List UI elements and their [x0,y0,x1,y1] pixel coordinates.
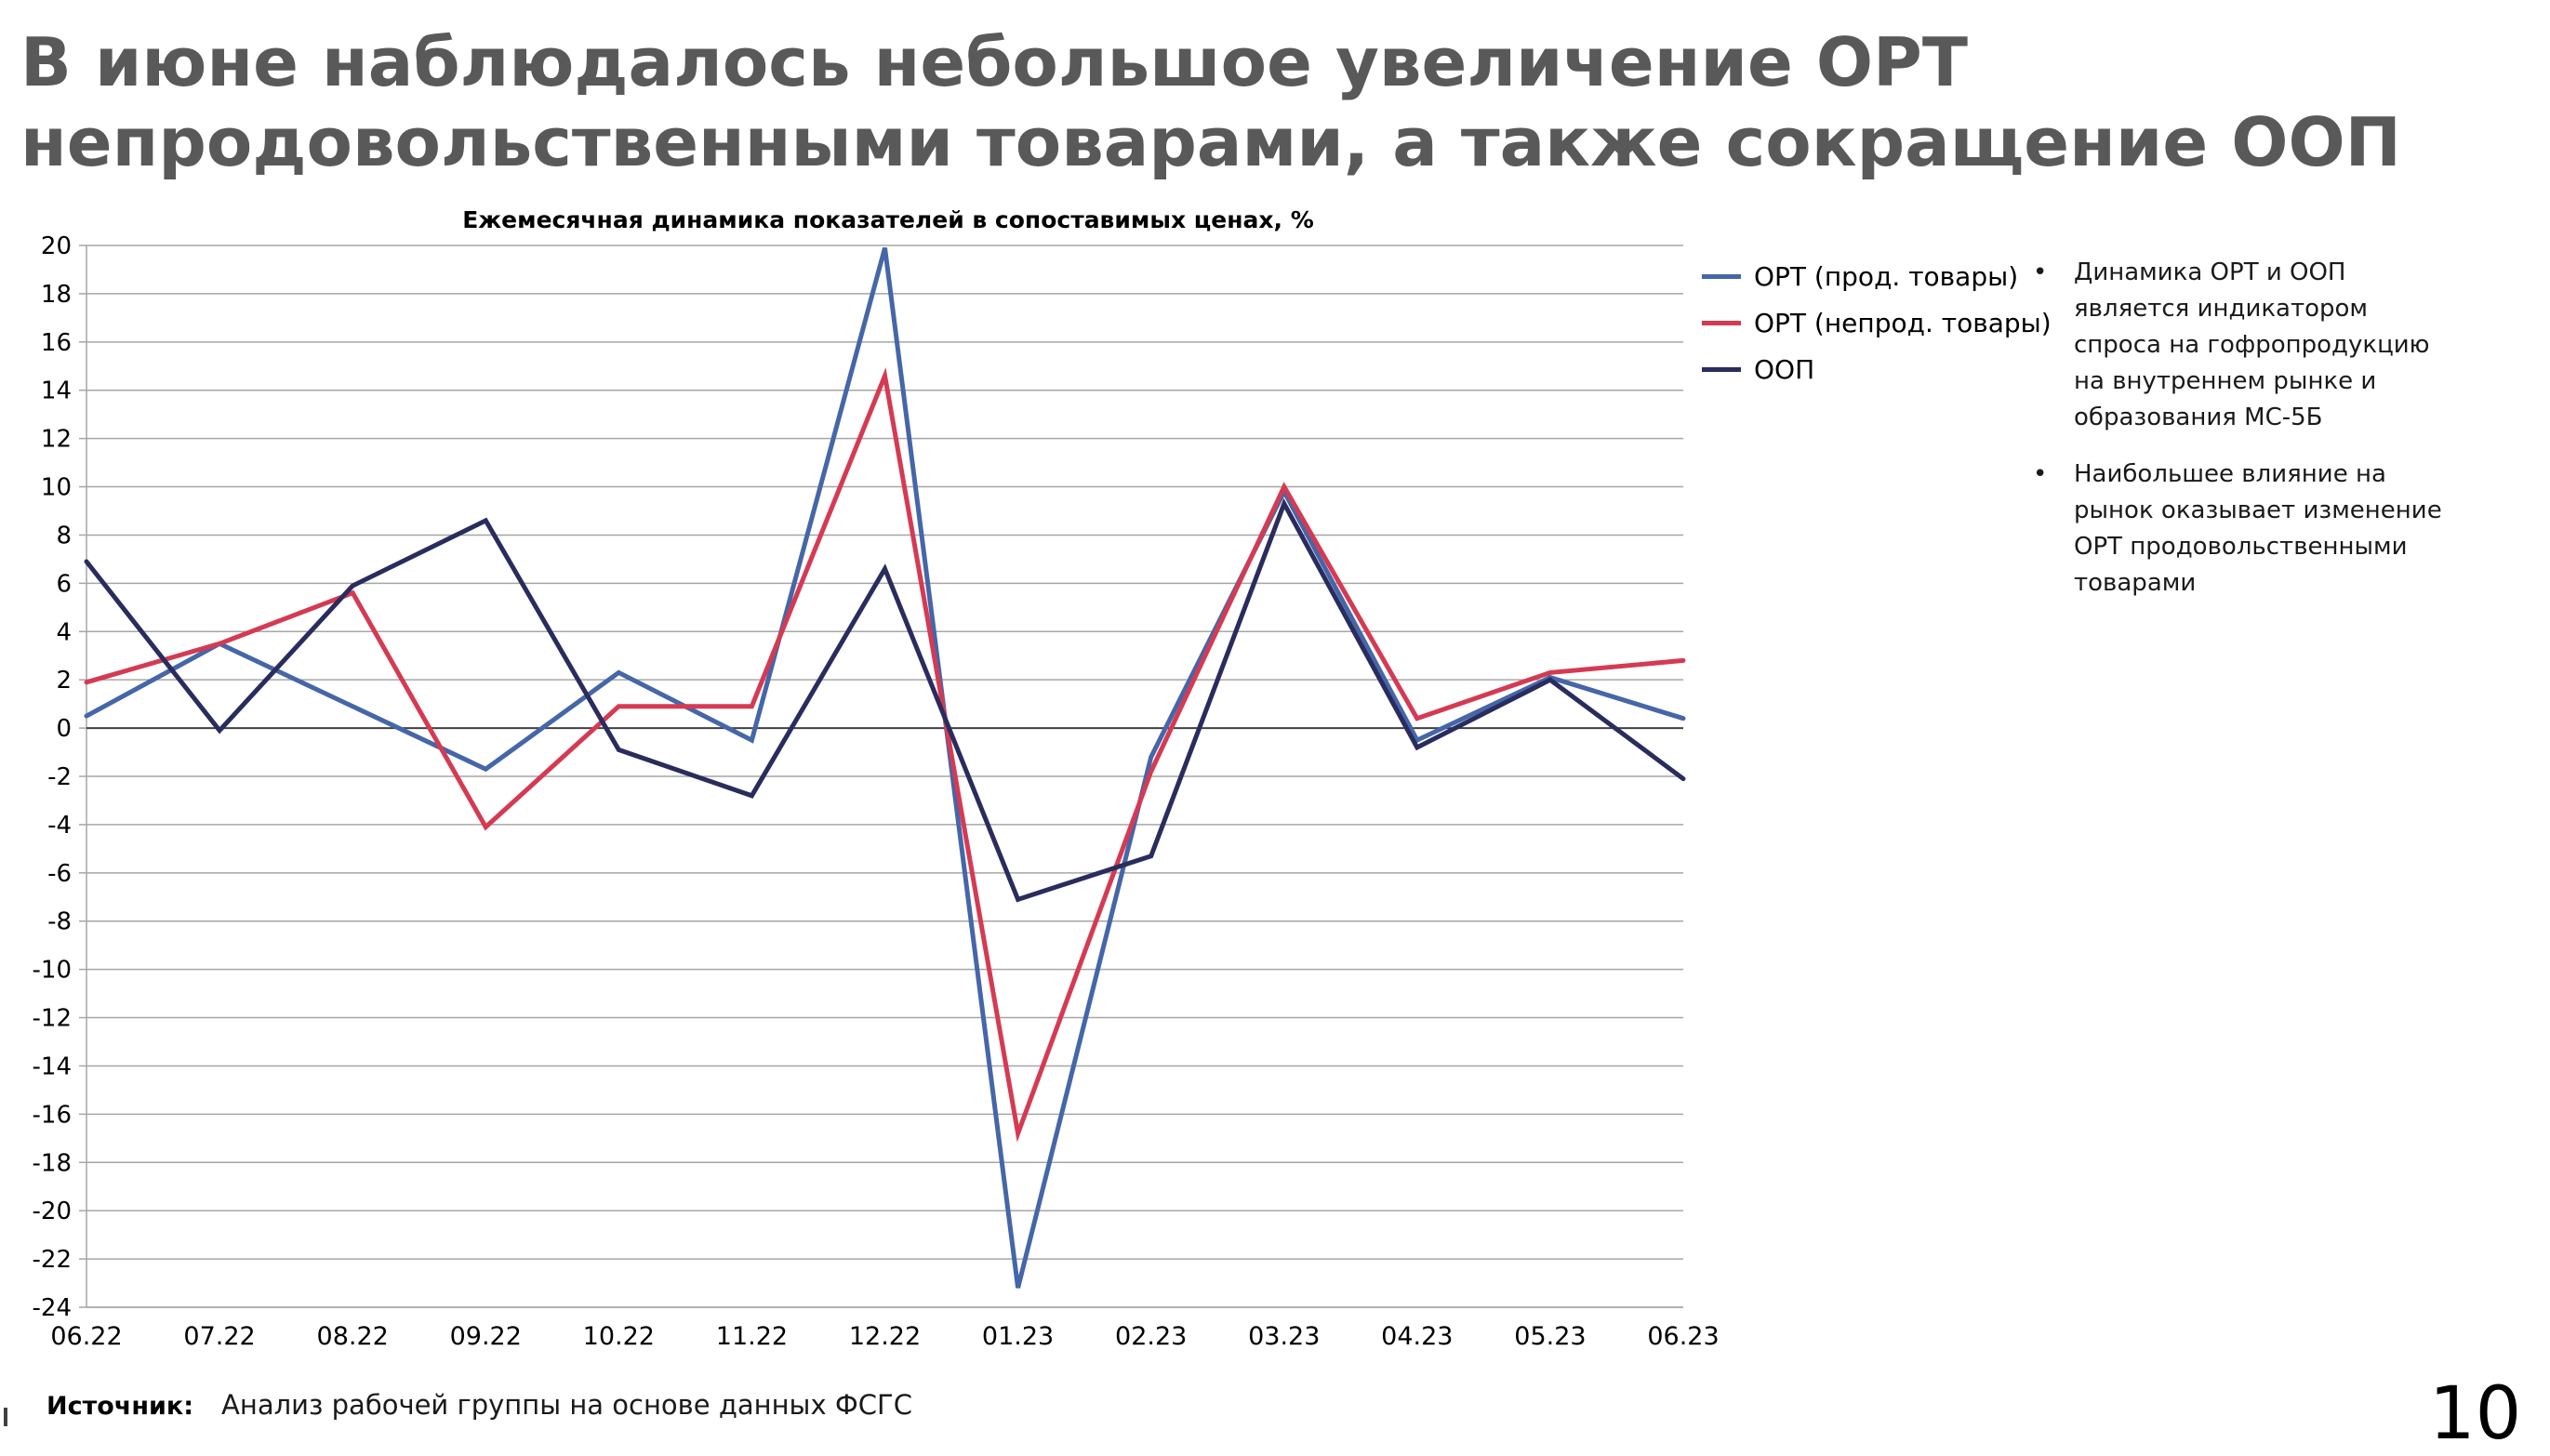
grid-lines [86,245,1683,1307]
y-tick-label: -10 [33,957,72,985]
y-tick-label: 18 [41,281,72,309]
x-tick-label: 08.22 [317,1322,389,1351]
y-tick-label: -16 [33,1101,72,1129]
series-lines [86,248,1683,1289]
y-tick-label: 0 [56,715,72,743]
x-tick-label: 03.23 [1248,1322,1320,1351]
note-item: • Динамика ОРТ и ООП является индикаторо… [2033,255,2461,436]
y-tick-label: 4 [56,618,72,646]
x-tick-label: 06.22 [50,1322,122,1351]
y-tick-label: 16 [41,329,72,357]
bullet-icon: • [2033,457,2047,493]
legend-item-oop[interactable]: ООП [1702,346,2052,392]
bullet-icon: • [2033,255,2047,291]
y-tick-label: -18 [33,1149,72,1177]
x-tick-label: 11.22 [716,1322,788,1351]
y-tick-label: -12 [33,1005,72,1033]
notes-list: • Динамика ОРТ и ООП является индикаторо… [2033,255,2461,622]
legend-swatch-nonfood [1702,321,1741,325]
source-text: Анализ рабочей группы на основе данных Ф… [221,1389,912,1421]
x-tick-label: 02.23 [1115,1322,1187,1351]
x-tick-label: 05.23 [1514,1322,1586,1351]
y-tick-label: 14 [41,377,72,405]
note-text: Динамика ОРТ и ООП является индикатором … [2074,258,2430,431]
y-tick-label: -20 [33,1198,72,1225]
y-tick-label: -4 [47,812,72,840]
y-tick-label: -22 [33,1246,72,1274]
x-tick-label: 06.23 [1647,1322,1719,1351]
legend-label-food: ОРТ (прод. товары) [1754,261,2018,292]
y-tick-label: 8 [56,522,72,549]
y-tick-label: 2 [56,667,72,695]
source-footnote: Источник: Анализ рабочей группы на основ… [46,1389,912,1421]
y-tick-label: -6 [47,860,72,888]
x-tick-label: 09.22 [450,1322,522,1351]
line-chart: Ежемесячная динамика показателей в сопос… [0,0,2550,1426]
y-tick-label: -2 [47,763,72,791]
legend-item-nonfood[interactable]: ОРТ (непрод. товары) [1702,299,2052,346]
edge-mark [4,1408,7,1426]
series-line-nonfood[interactable] [86,376,1683,1133]
y-tick-label: 10 [41,474,72,502]
legend-swatch-oop [1702,367,1741,372]
note-item: • Наибольшее влияние на рынок оказывает … [2033,457,2461,602]
x-tick-label: 10.22 [583,1322,655,1351]
legend-swatch-food [1702,274,1741,279]
y-tick-label: 6 [56,570,72,598]
y-tick-label: -8 [47,908,72,936]
series-line-oop[interactable] [86,504,1683,900]
y-tick-label: -14 [33,1052,72,1080]
y-tick-label: 12 [41,426,72,454]
x-tick-label: 04.23 [1381,1322,1453,1351]
chart-title: Ежемесячная динамика показателей в сопос… [462,206,1314,233]
legend-label-oop: ООП [1754,354,1814,385]
note-text: Наибольшее влияние на рынок оказывает из… [2074,460,2442,597]
x-tick-label: 07.22 [183,1322,255,1351]
series-line-food[interactable] [86,248,1683,1289]
legend: ОРТ (прод. товары) ОРТ (непрод. товары) … [1702,253,2052,392]
y-tick-label: -24 [33,1294,72,1322]
legend-item-food[interactable]: ОРТ (прод. товары) [1702,253,2052,299]
source-label: Источник: [46,1392,193,1421]
x-tick-label: 01.23 [982,1322,1054,1351]
x-tick-label: 12.22 [849,1322,921,1351]
y-tick-label: 20 [41,232,72,260]
page-number: 10 [2429,1378,2521,1450]
legend-label-nonfood: ОРТ (непрод. товары) [1754,308,2052,338]
